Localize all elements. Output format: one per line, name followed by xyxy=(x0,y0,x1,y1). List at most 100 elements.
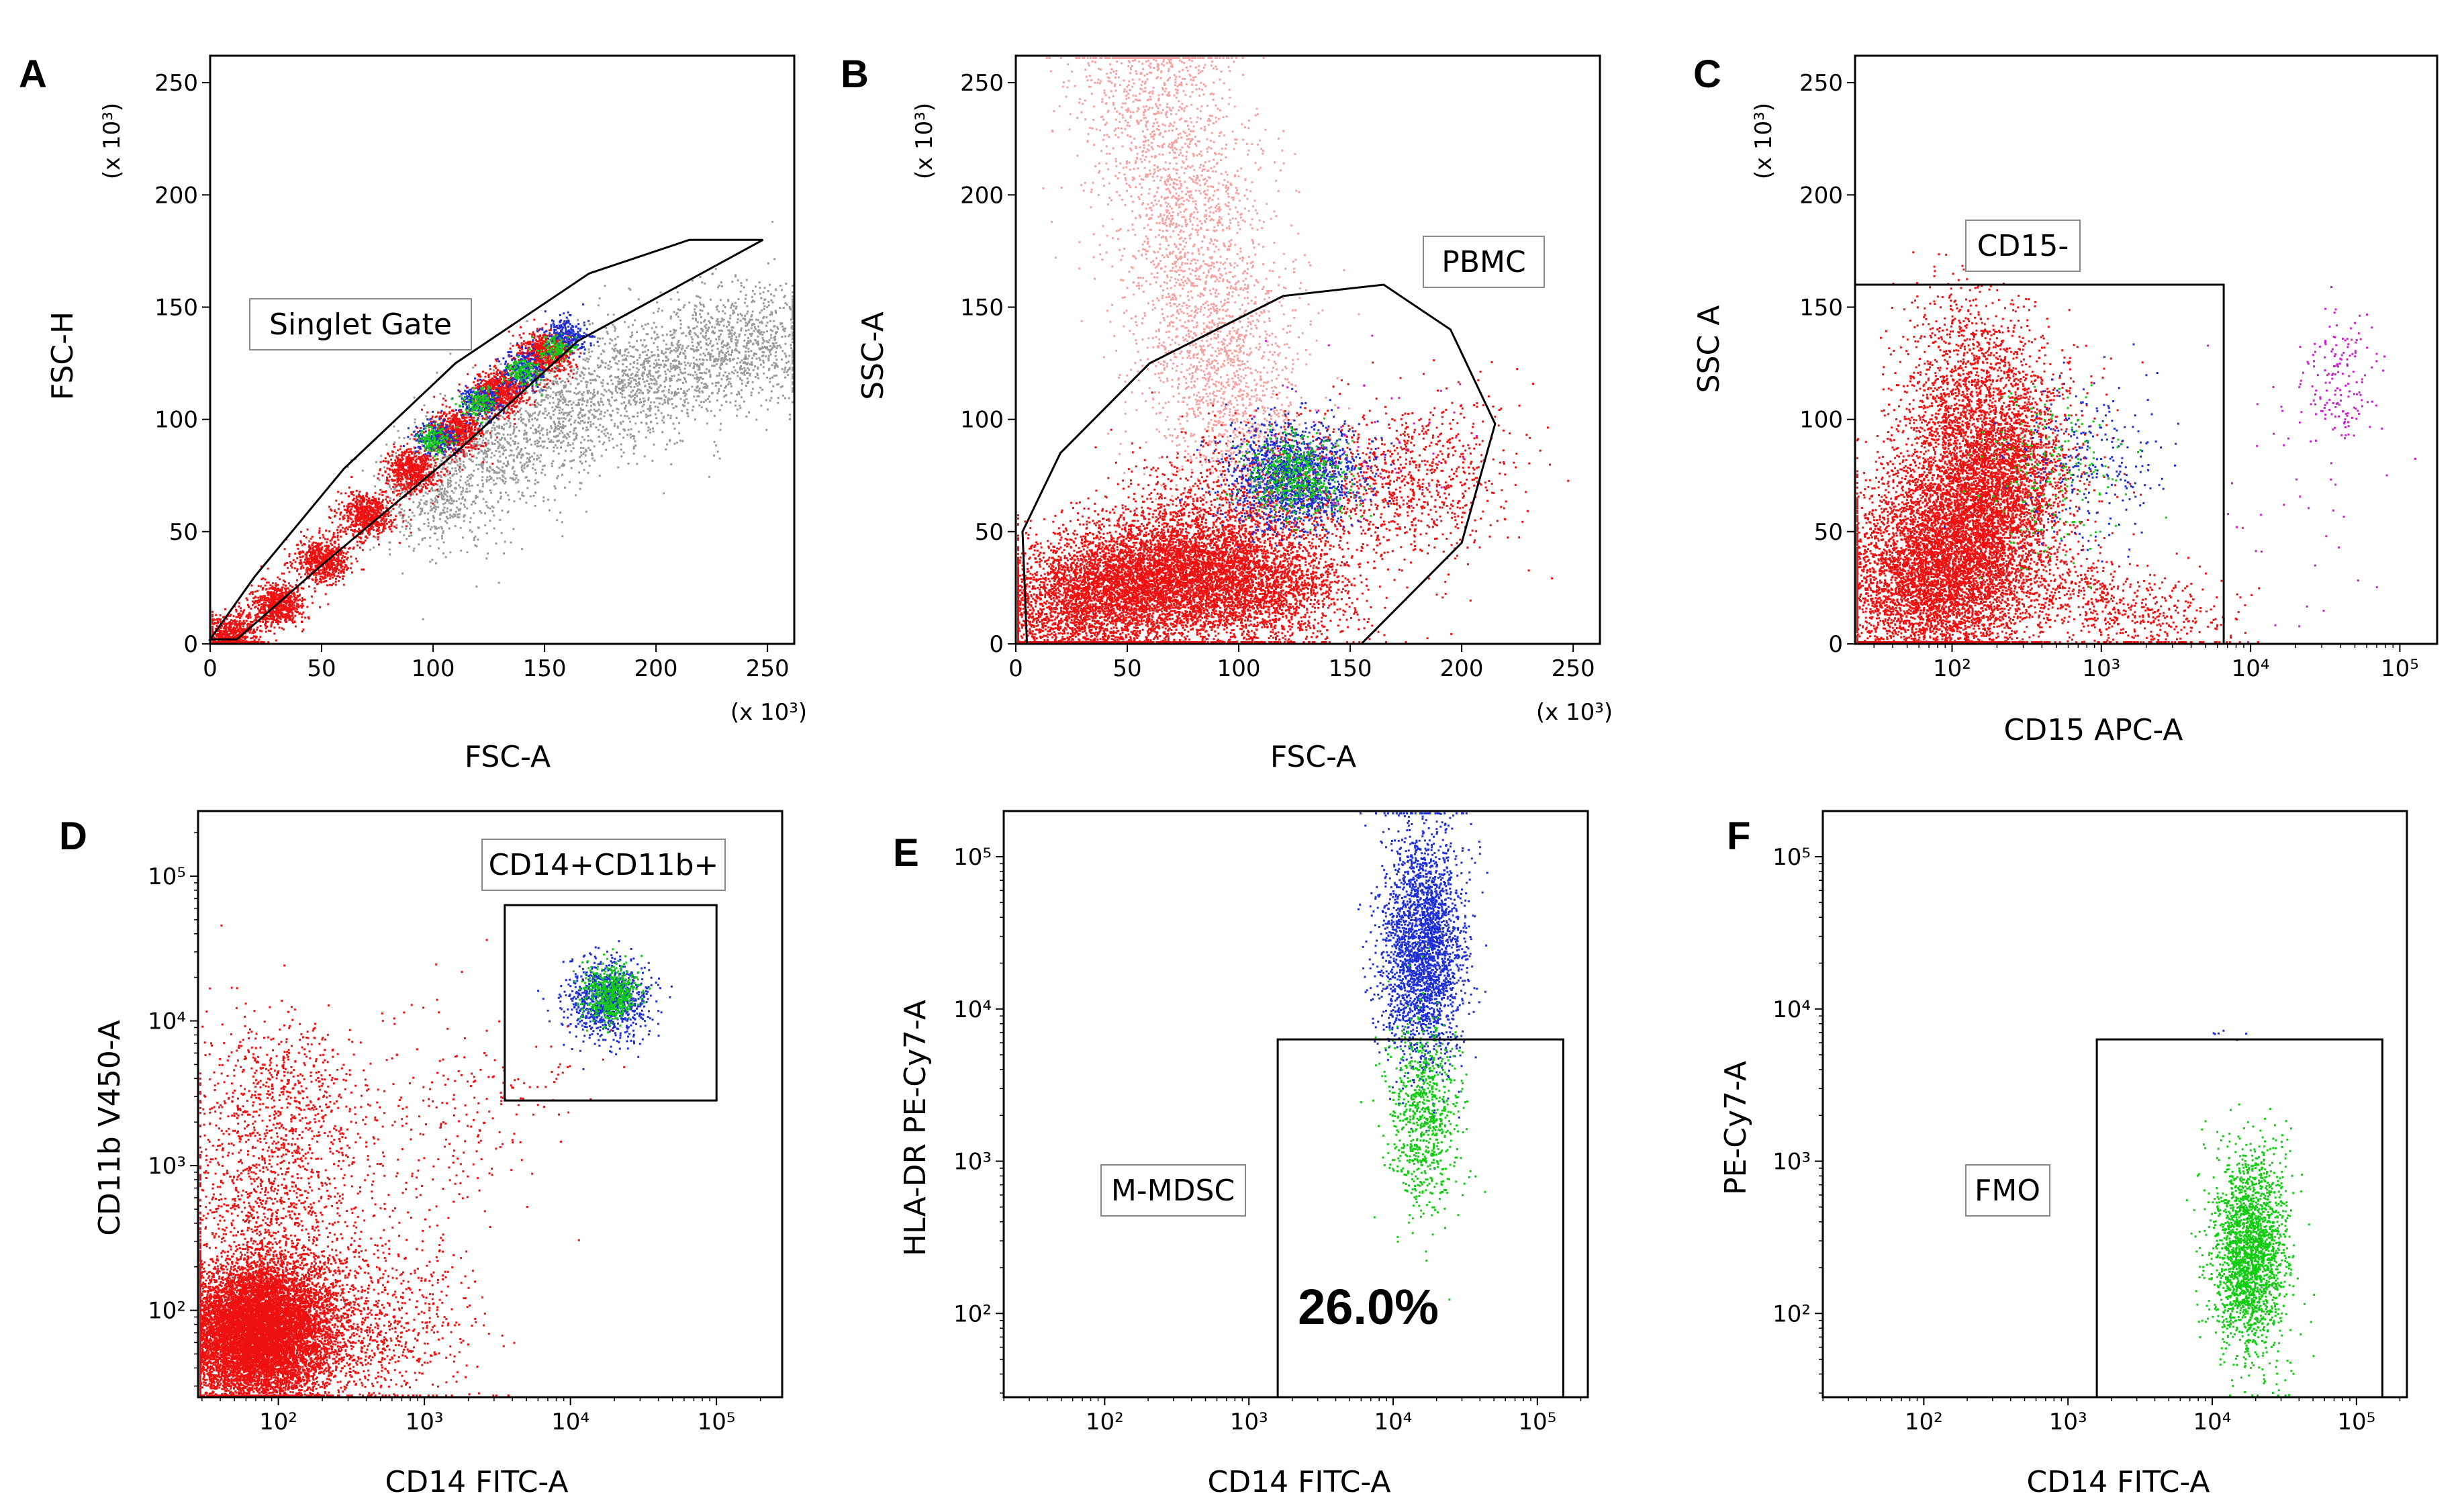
population-gray xyxy=(346,221,794,620)
plot-frame xyxy=(197,810,784,1399)
panel-d: D CD14 FITC-A CD11b V450-A 10² 10³ 10⁴ 10⁵1… xyxy=(59,810,784,1499)
y-tick-label: 100 xyxy=(154,407,198,434)
population-magenta xyxy=(2207,344,2416,643)
axis-ticks: 10² 10³ 10⁴ 10⁵ 10² 10³ 10⁴ 10⁵ xyxy=(1772,844,2401,1435)
y-tick-label: 100 xyxy=(960,407,1004,434)
y-tick-label: 10⁵ xyxy=(1772,844,1811,871)
x-axis-label: CD14 FITC-A xyxy=(385,1465,569,1499)
population-green xyxy=(572,948,651,1034)
y-axis-label: SSC-A xyxy=(856,312,890,400)
y-tick-label: 200 xyxy=(960,182,1004,209)
y-tick-label: 200 xyxy=(1799,182,1843,209)
population-red xyxy=(1877,228,2124,568)
gate-label: CD15- xyxy=(1977,229,2069,263)
x-tick-label: 10⁴ xyxy=(1374,1409,1413,1435)
x-tick-label: 10⁵ xyxy=(2381,655,2419,682)
y-tick-label: 0 xyxy=(183,631,198,658)
x-tick-label: 10² xyxy=(259,1409,297,1435)
plot-frame xyxy=(1002,810,1589,1399)
x-tick-label: 10⁵ xyxy=(1518,1409,1556,1435)
x-axis-label: FSC-A xyxy=(465,740,551,774)
gate-region xyxy=(504,904,718,1102)
x-axis-label: CD15 APC-A xyxy=(2004,713,2183,747)
gate-label-box xyxy=(1965,1164,2050,1217)
x-tick-label: 10² xyxy=(1905,1409,1943,1435)
x-tick-label: 50 xyxy=(307,655,336,682)
axis-ticks: 0 50 100 150 200 250 0 50 100 150 200 250 xyxy=(960,70,1595,682)
population-green xyxy=(1360,947,1486,1301)
gate-label-box xyxy=(1100,1164,1246,1217)
y-axis-label: SSC A xyxy=(1692,305,1726,393)
population-magenta xyxy=(2280,286,2388,486)
population-red xyxy=(199,1202,419,1397)
population-red xyxy=(1941,530,2261,643)
y-tick-label: 10³ xyxy=(148,1153,186,1180)
population-red xyxy=(1094,359,1570,640)
gate-region xyxy=(1021,283,1497,645)
panel-letter: E xyxy=(893,831,919,875)
panel-letter: D xyxy=(59,814,87,858)
x-tick-label: 100 xyxy=(412,655,455,682)
y-tick-label: 50 xyxy=(975,519,1004,546)
x-tick-label: 10⁴ xyxy=(2232,655,2270,682)
x-axis-label: CD14 FITC-A xyxy=(1208,1465,1391,1499)
x-tick-label: 0 xyxy=(203,655,218,682)
plot-frame xyxy=(1821,810,2408,1399)
x-tick-label: 150 xyxy=(1329,655,1372,682)
gate-label: M-MDSC xyxy=(1111,1174,1235,1208)
scatter-points xyxy=(1357,812,1488,1301)
x-tick-label: 250 xyxy=(746,655,790,682)
axis-ticks: 10² 10³ 10⁴ 10⁵ 10² 10³ 10⁴ 10⁵ xyxy=(148,832,761,1435)
x-tick-label: 10³ xyxy=(2082,655,2120,682)
x-tick-label: 10⁴ xyxy=(551,1409,589,1435)
population-green xyxy=(1216,417,1372,531)
gate-label: PBMC xyxy=(1441,245,1525,279)
y-tick-label: 10³ xyxy=(1772,1149,1811,1176)
panel-c: C CD15 APC-A SSC A (x 10³) 10² 10³ 10⁴ 10⁵ 0… xyxy=(1692,52,2438,747)
gate-outline xyxy=(1021,283,1497,645)
y-tick-label: 250 xyxy=(960,70,1004,97)
gate-outline xyxy=(208,238,764,641)
y-tick-label: 250 xyxy=(1799,70,1843,97)
plot-frame xyxy=(209,54,796,645)
y-multiplier: (x 10³) xyxy=(99,103,126,179)
gate-region xyxy=(208,238,764,641)
y-tick-label: 50 xyxy=(1814,519,1843,546)
axis-ticks: 10² 10³ 10⁴ 10⁵ 10² 10³ 10⁴ 10⁵ xyxy=(953,844,1582,1435)
population-red xyxy=(199,925,516,1397)
population-green xyxy=(416,332,578,461)
x-tick-label: 150 xyxy=(523,655,567,682)
y-tick-label: 50 xyxy=(169,519,198,546)
scatter-points xyxy=(211,221,794,643)
panel-letter: F xyxy=(1727,814,1750,858)
panel-letter: C xyxy=(1693,52,1721,96)
x-tick-label: 200 xyxy=(1440,655,1484,682)
y-tick-label: 0 xyxy=(1828,631,1843,658)
y-tick-label: 250 xyxy=(154,70,198,97)
gate-label-box xyxy=(249,298,472,350)
scatter-points xyxy=(1856,228,2416,643)
y-axis-label: HLA-DR PE-Cy7-A xyxy=(898,1000,933,1256)
y-axis-label: PE-Cy7-A xyxy=(1719,1061,1753,1195)
x-axis-label: CD14 FITC-A xyxy=(2027,1465,2210,1499)
axis-ticks: 10² 10³ 10⁴ 10⁵ 0 50 100 150 200 250 xyxy=(1799,70,2419,682)
y-tick-label: 10⁴ xyxy=(148,1008,186,1035)
gate-label: Singlet Gate xyxy=(269,308,452,342)
panel-e: E CD14 FITC-A HLA-DR PE-Cy7-A 10² 10³ 10⁴ 1… xyxy=(893,810,1589,1499)
gate-outline xyxy=(2095,1038,2383,1399)
y-tick-label: 150 xyxy=(960,294,1004,321)
x-tick-label: 10⁵ xyxy=(2337,1409,2375,1435)
scatter-points xyxy=(199,925,673,1397)
gate-outline xyxy=(504,904,718,1102)
y-multiplier: (x 10³) xyxy=(911,103,938,179)
y-tick-label: 200 xyxy=(154,182,198,209)
y-tick-label: 10⁵ xyxy=(953,844,992,871)
gate-label: CD14+CD11b+ xyxy=(489,848,719,882)
plot-frame xyxy=(1014,54,1601,645)
x-multiplier: (x 10³) xyxy=(1536,699,1613,726)
axis-ticks: 0 50 100 150 200 250 0 50 100 150 200 250 xyxy=(154,70,790,682)
panel-letter: B xyxy=(841,52,869,96)
panel-f: F CD14 FITC-A PE-Cy7-A 10² 10³ 10⁴ 10⁵10²10… xyxy=(1719,810,2408,1499)
y-tick-label: 0 xyxy=(989,631,1004,658)
